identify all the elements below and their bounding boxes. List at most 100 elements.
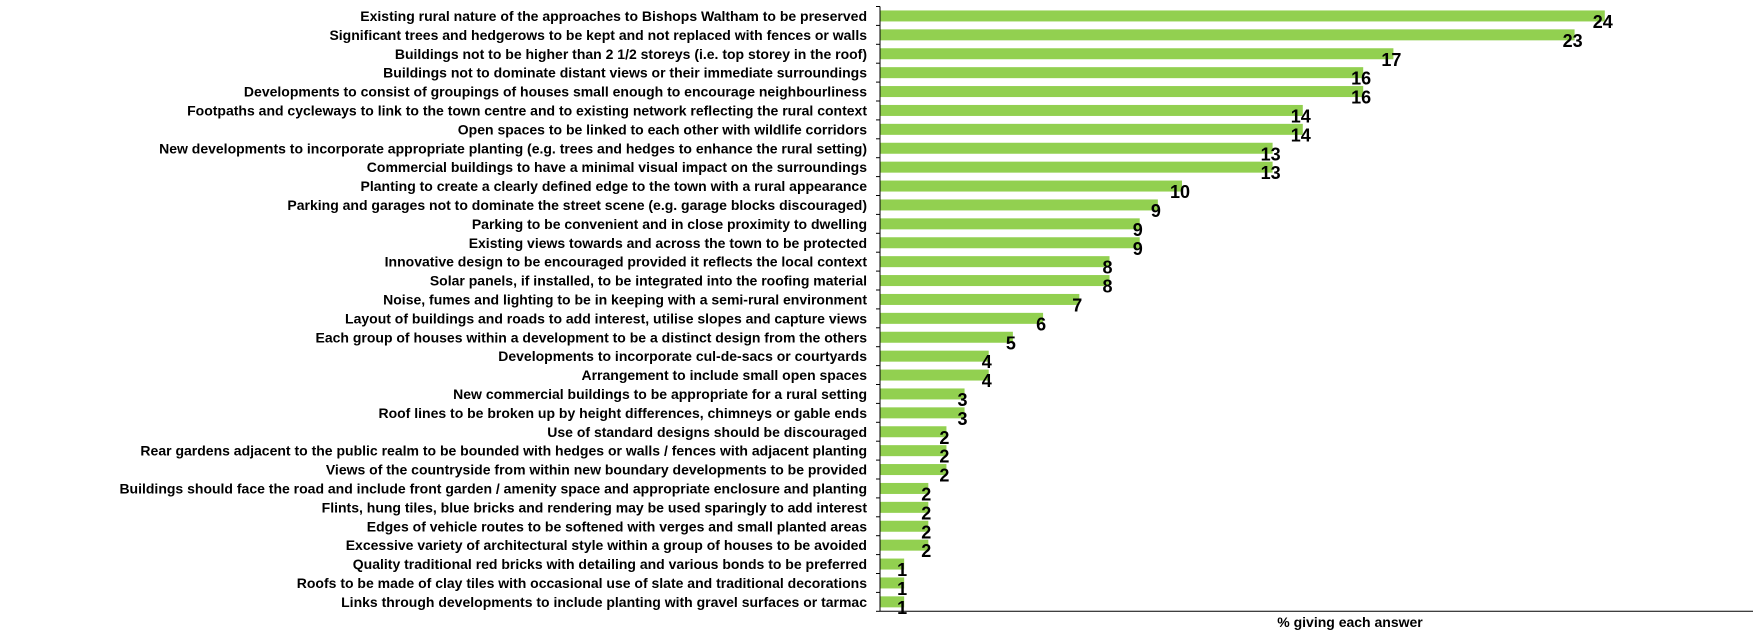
category-label: Commercial buildings to have a minimal v…: [367, 159, 867, 175]
bar: [880, 558, 905, 570]
value-label: 1: [897, 560, 907, 580]
category-label: Arrangement to include small open spaces: [581, 367, 867, 383]
value-label: 9: [1133, 239, 1143, 259]
bar: [880, 520, 929, 532]
value-label: 2: [921, 484, 931, 504]
bar: [880, 596, 905, 608]
category-label: Roofs to be made of clay tiles with occa…: [297, 575, 867, 591]
bar: [880, 48, 1394, 60]
value-label: 2: [921, 522, 931, 542]
value-label: 24: [1593, 12, 1613, 32]
value-label: 9: [1151, 201, 1161, 221]
value-label: 8: [1103, 277, 1113, 297]
value-label: 3: [958, 390, 968, 410]
bar: [880, 501, 929, 513]
bar: [880, 29, 1575, 41]
category-label: Each group of houses within a developmen…: [315, 329, 867, 345]
bar: [880, 331, 1013, 343]
category-label: Developments to consist of groupings of …: [244, 84, 867, 100]
bar: [880, 539, 929, 551]
value-label: 3: [958, 409, 968, 429]
bar: [880, 10, 1605, 22]
category-label: Footpaths and cycleways to link to the t…: [187, 102, 867, 118]
bar: [880, 464, 947, 476]
category-label: Quality traditional red bricks with deta…: [353, 556, 867, 572]
category-labels: Existing rural nature of the approaches …: [119, 8, 867, 610]
value-label: 2: [921, 541, 931, 561]
category-label: Innovative design to be encouraged provi…: [385, 254, 868, 270]
value-label: 7: [1072, 295, 1082, 315]
x-axis-title: % giving each answer: [1277, 614, 1423, 630]
value-label: 2: [939, 447, 949, 467]
bar: [880, 293, 1080, 305]
category-label: Edges of vehicle routes to be softened w…: [367, 518, 867, 534]
bar: [880, 369, 989, 381]
category-label: Parking and garages not to dominate the …: [287, 197, 867, 213]
value-label: 5: [1006, 333, 1016, 353]
category-label: Buildings should face the road and inclu…: [119, 480, 867, 496]
bar: [880, 180, 1182, 192]
category-label: Buildings not to be higher than 2 1/2 st…: [395, 46, 867, 62]
category-label: Existing rural nature of the approaches …: [360, 8, 867, 24]
category-label: Excessive variety of architectural style…: [346, 537, 867, 553]
value-label: 13: [1261, 163, 1281, 183]
value-label: 14: [1291, 106, 1311, 126]
category-label: Rear gardens adjacent to the public real…: [140, 443, 867, 459]
category-label: Existing views towards and across the to…: [469, 235, 867, 251]
bar: [880, 445, 947, 457]
value-label: 13: [1261, 144, 1281, 164]
bar: [880, 312, 1044, 324]
bar: [880, 199, 1158, 211]
bar: [880, 426, 947, 438]
bar: [880, 237, 1140, 249]
bar: [880, 577, 905, 589]
category-label: Flints, hung tiles, blue bricks and rend…: [322, 499, 868, 515]
category-label: Buildings not to dominate distant views …: [383, 65, 867, 81]
bar: [880, 161, 1273, 173]
bar: [880, 142, 1273, 154]
value-label: 16: [1351, 69, 1371, 89]
category-label: Significant trees and hedgerows to be ke…: [329, 27, 867, 43]
bar: [880, 104, 1303, 116]
bar: [880, 256, 1110, 268]
bar: [880, 86, 1364, 98]
category-label: Developments to incorporate cul-de-sacs …: [498, 348, 867, 364]
category-label: Use of standard designs should be discou…: [547, 424, 867, 440]
bar: [880, 407, 965, 419]
bar: [880, 218, 1140, 230]
value-label: 14: [1291, 125, 1311, 145]
category-label: New commercial buildings to be appropria…: [453, 386, 867, 402]
value-label: 2: [939, 428, 949, 448]
bar: [880, 388, 965, 400]
bar: [880, 67, 1364, 79]
bar: [880, 350, 989, 362]
value-label: 23: [1563, 31, 1583, 51]
category-label: Planting to create a clearly defined edg…: [361, 178, 868, 194]
value-label: 8: [1103, 258, 1113, 278]
category-label: Open spaces to be linked to each other w…: [458, 121, 867, 137]
value-label: 17: [1381, 50, 1401, 70]
y-axis-ticks: [876, 6, 880, 612]
category-label: Links through developments to include pl…: [341, 594, 867, 610]
bar: [880, 482, 929, 494]
value-labels: 2423171616141413131099988765443322222221…: [897, 12, 1613, 618]
category-label: Layout of buildings and roads to add int…: [345, 310, 867, 326]
value-label: 1: [897, 598, 907, 618]
bar: [880, 275, 1110, 287]
value-label: 10: [1170, 182, 1190, 202]
value-label: 16: [1351, 88, 1371, 108]
value-label: 2: [939, 466, 949, 486]
category-label: Parking to be convenient and in close pr…: [472, 216, 867, 232]
category-label: Noise, fumes and lighting to be in keepi…: [383, 291, 867, 307]
category-label: Roof lines to be broken up by height dif…: [378, 405, 867, 421]
value-label: 6: [1036, 314, 1046, 334]
value-label: 9: [1133, 220, 1143, 240]
value-label: 4: [982, 371, 992, 391]
category-label: Views of the countryside from within new…: [326, 462, 867, 478]
value-label: 4: [982, 352, 992, 372]
category-label: Solar panels, if installed, to be integr…: [430, 273, 867, 289]
value-label: 2: [921, 503, 931, 523]
bar: [880, 123, 1303, 135]
category-label: New developments to incorporate appropri…: [159, 140, 867, 156]
